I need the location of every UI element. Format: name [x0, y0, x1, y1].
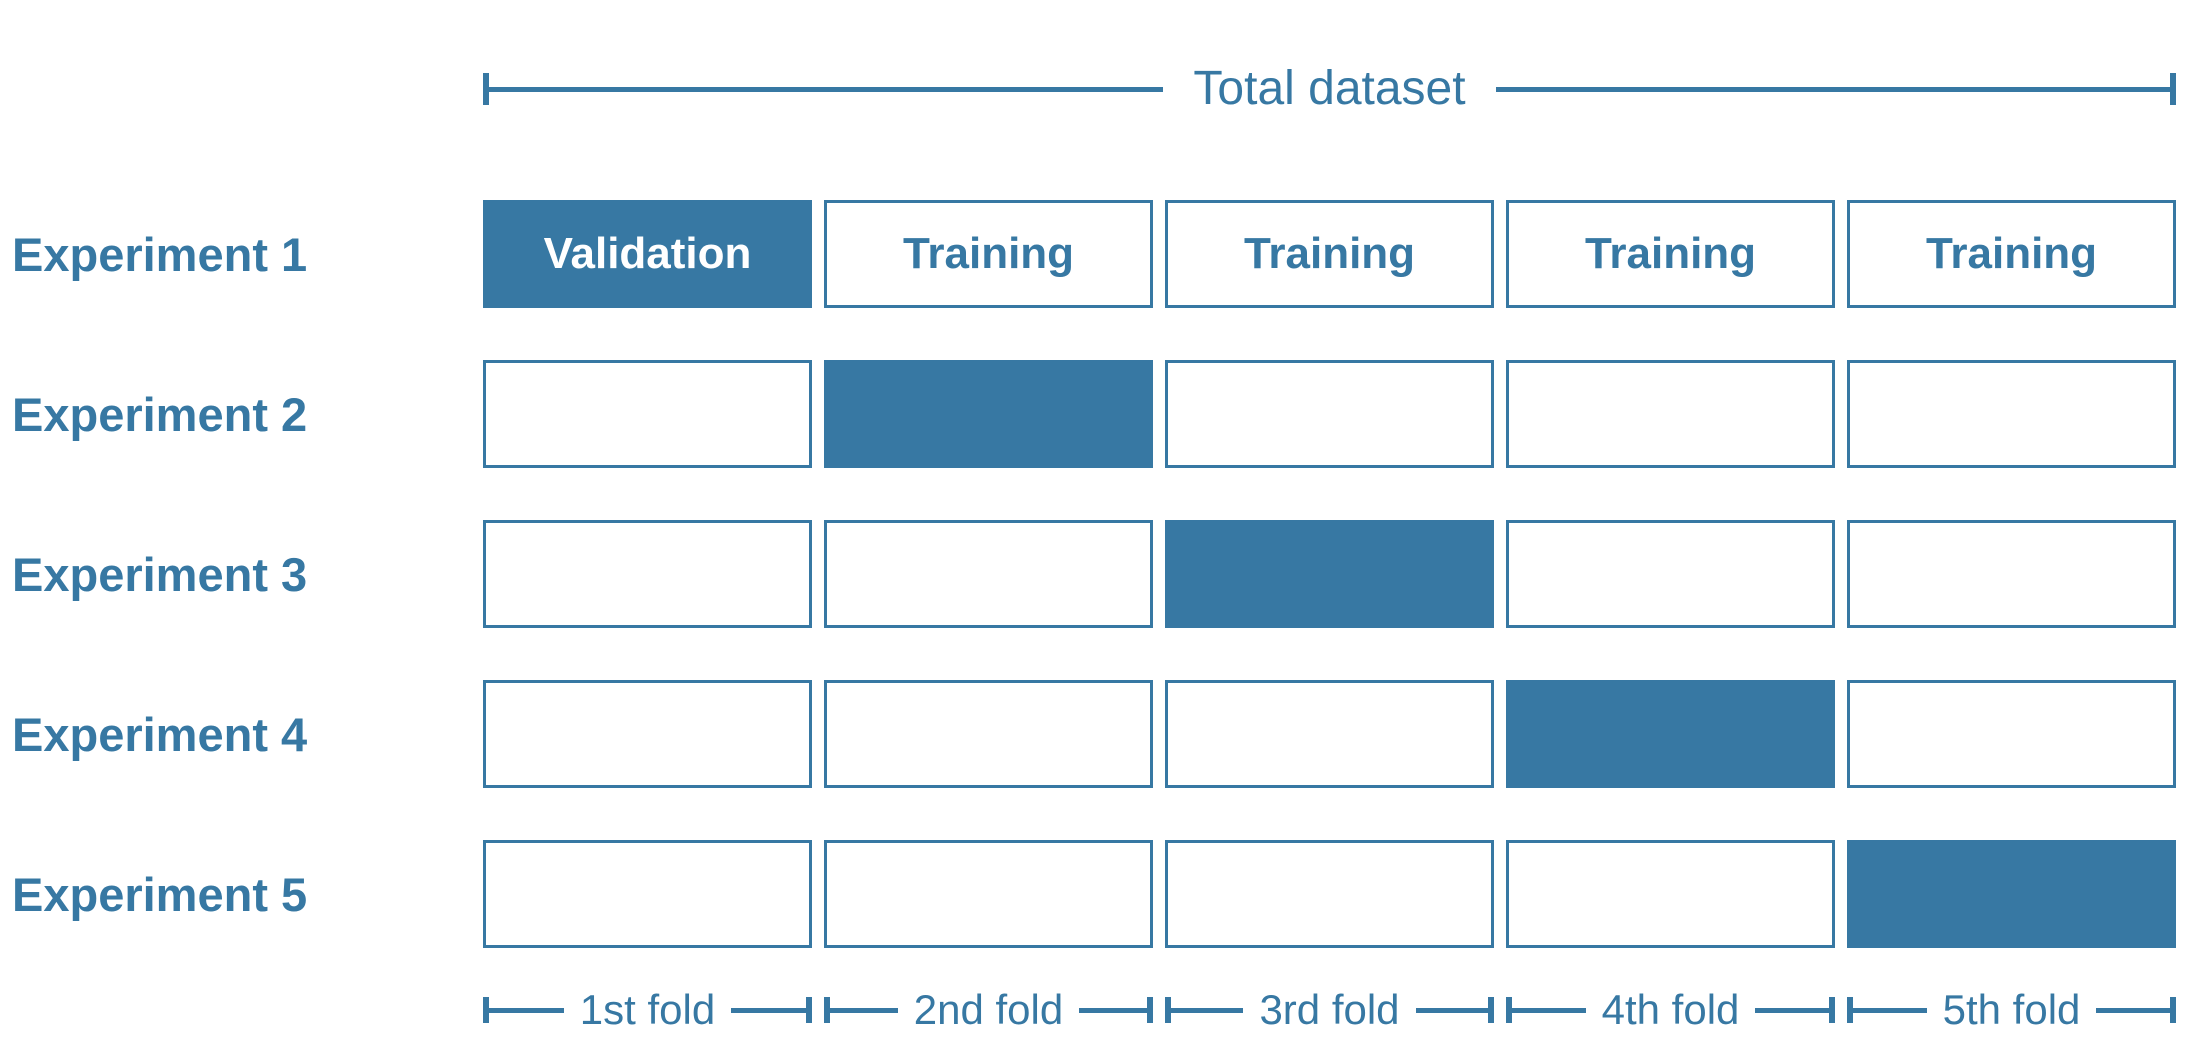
experiment-2-boxes — [483, 360, 2176, 468]
fold-5-label: 5th fold — [1942, 986, 2081, 1033]
total-dataset-bracket: Total dataset — [483, 65, 2176, 113]
experiment-5-label: Experiment 5 — [12, 867, 308, 921]
fold-box — [1506, 680, 1835, 788]
fold-box — [1847, 520, 2176, 628]
fold-line-right — [1755, 1007, 1829, 1013]
experiment-4-boxes — [483, 680, 2176, 788]
fold-cell-5: 5th fold — [1847, 978, 2176, 1042]
fold-endcap-left-icon — [483, 997, 489, 1023]
fold-1-label: 1st fold — [579, 986, 716, 1033]
fold-axis: 1st fold 2nd fold 3rd fold 4th fold — [483, 978, 2176, 1042]
fold-box — [1165, 680, 1494, 788]
fold-line-left — [1512, 1007, 1586, 1013]
fold-endcap-left-icon — [1506, 997, 1512, 1023]
total-dataset-label: Total dataset — [1193, 62, 1466, 115]
experiment-row-4: Experiment 4 — [0, 680, 2196, 788]
experiment-5-boxes — [483, 840, 2176, 948]
bracket-endcap-left-icon — [483, 73, 489, 105]
training-box: Training — [1506, 200, 1835, 308]
validation-box: Validation — [483, 200, 812, 308]
fold-line-left — [489, 1007, 564, 1013]
training-box: Training — [1847, 200, 2176, 308]
fold-box — [1847, 680, 2176, 788]
experiment-1-label: Experiment 1 — [12, 227, 308, 281]
fold-box — [824, 360, 1153, 468]
experiment-1-boxes: Validation Training Training Training Tr… — [483, 200, 2176, 308]
fold-2-label: 2nd fold — [913, 986, 1064, 1033]
experiment-row-1: Experiment 1 Validation Training Trainin… — [0, 200, 2196, 308]
fold-box — [1847, 840, 2176, 948]
fold-box — [483, 840, 812, 948]
experiment-4-label: Experiment 4 — [12, 707, 308, 761]
experiment-2-label: Experiment 2 — [12, 387, 308, 441]
experiment-row-2: Experiment 2 — [0, 360, 2196, 468]
experiment-3-boxes — [483, 520, 2176, 628]
fold-box — [824, 520, 1153, 628]
fold-box — [1165, 520, 1494, 628]
fold-line-left — [1171, 1007, 1244, 1013]
fold-line-left — [1853, 1007, 1927, 1013]
fold-endcap-right-icon — [1488, 997, 1494, 1023]
fold-box — [1506, 520, 1835, 628]
fold-4-label: 4th fold — [1601, 986, 1740, 1033]
fold-box — [824, 680, 1153, 788]
fold-cell-3: 3rd fold — [1165, 978, 1494, 1042]
fold-box — [824, 840, 1153, 948]
fold-line-left — [830, 1007, 898, 1013]
fold-box — [1506, 360, 1835, 468]
fold-cell-2: 2nd fold — [824, 978, 1153, 1042]
fold-cell-1: 1st fold — [483, 978, 813, 1042]
fold-line-right — [731, 1007, 807, 1013]
fold-endcap-right-icon — [806, 997, 813, 1023]
bracket-line-right — [1495, 86, 2170, 92]
fold-box — [1506, 840, 1835, 948]
bracket-line-left — [489, 86, 1164, 92]
fold-line-right — [1079, 1007, 1147, 1013]
fold-line-right — [2096, 1007, 2170, 1013]
fold-line-right — [1415, 1007, 1488, 1013]
fold-endcap-right-icon — [1829, 997, 1835, 1023]
fold-box — [1165, 840, 1494, 948]
training-box: Training — [824, 200, 1153, 308]
experiment-row-5: Experiment 5 — [0, 840, 2196, 948]
fold-box — [1847, 360, 2176, 468]
training-box: Training — [1165, 200, 1494, 308]
fold-box — [483, 360, 812, 468]
fold-endcap-left-icon — [1847, 997, 1853, 1023]
experiment-row-3: Experiment 3 — [0, 520, 2196, 628]
bracket-endcap-right-icon — [2170, 73, 2176, 105]
fold-3-label: 3rd fold — [1259, 986, 1400, 1033]
experiment-3-label: Experiment 3 — [12, 547, 308, 601]
fold-box — [1165, 360, 1494, 468]
fold-endcap-left-icon — [824, 997, 830, 1023]
fold-cell-4: 4th fold — [1506, 978, 1835, 1042]
fold-box — [483, 520, 812, 628]
fold-endcap-left-icon — [1165, 997, 1171, 1023]
fold-endcap-right-icon — [1147, 997, 1153, 1023]
fold-endcap-right-icon — [2170, 997, 2176, 1023]
fold-box — [483, 680, 812, 788]
